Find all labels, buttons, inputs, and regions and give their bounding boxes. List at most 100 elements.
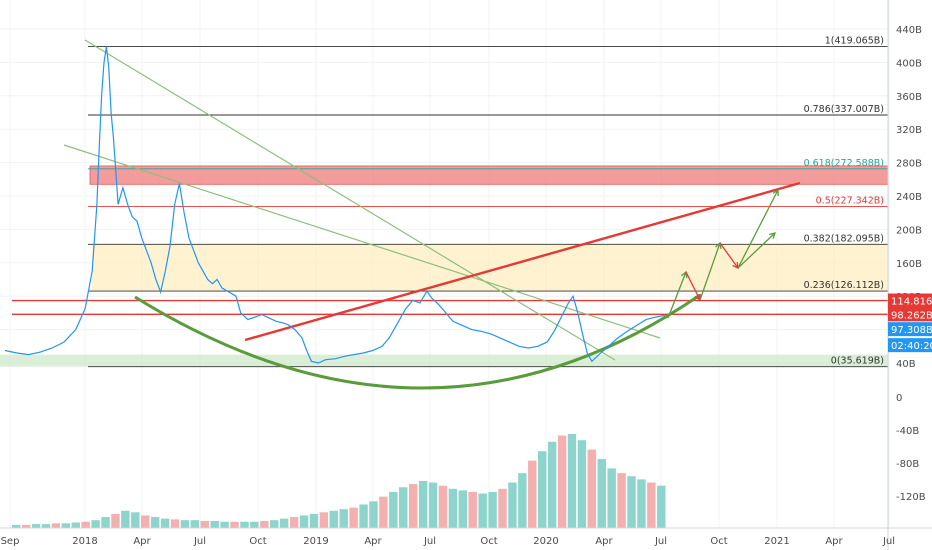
- volume-bar: [240, 521, 249, 528]
- price-tick-label: 160B: [896, 259, 922, 270]
- volume-bar: [577, 440, 587, 528]
- x-tick-label: 2020: [533, 536, 558, 547]
- volume-bar: [299, 515, 309, 528]
- fib-label-4: 0.382(182.095B): [804, 233, 884, 244]
- fib-label-6: 0(35.619B): [831, 356, 884, 367]
- volume-bar: [468, 491, 477, 528]
- projection-arrow-5: [737, 232, 776, 269]
- trendline-descending-2: [63, 144, 661, 339]
- volume-tick-label: -80B: [896, 459, 919, 470]
- volume-bar: [528, 460, 537, 528]
- projection-arrow-1: [685, 271, 701, 301]
- volume-bar: [438, 485, 448, 528]
- x-tick-label: Jul: [423, 536, 436, 547]
- projection-arrow-4: [737, 189, 779, 269]
- volume-bar: [220, 521, 229, 528]
- volume-bar: [587, 449, 597, 528]
- volume-bar: [81, 521, 90, 528]
- projection-arrowhead-4: [772, 188, 779, 197]
- volume-bar: [150, 517, 160, 528]
- volume-tick-label: -120B: [896, 492, 926, 503]
- volume-bar: [141, 515, 150, 528]
- projection-arrow-0: [667, 271, 687, 319]
- volume-bar: [91, 520, 100, 528]
- x-tick-label: Jul: [654, 536, 667, 547]
- price-layer: [4, 46, 666, 364]
- volume-bar: [289, 517, 299, 528]
- x-tick-label: Oct: [710, 536, 727, 547]
- projection-arrowhead-5: [769, 232, 776, 239]
- current-price-tag: 97.308B: [891, 325, 932, 336]
- trendline-rising-red: [244, 181, 801, 342]
- countdown-tag-bg: [888, 338, 932, 353]
- price-tick-label: 280B: [896, 159, 922, 170]
- volume-bar: [389, 491, 398, 528]
- volume-bar: [61, 523, 71, 528]
- volume-bar: [657, 485, 666, 528]
- volume-bar: [309, 513, 319, 528]
- price-tick-label: 440B: [896, 25, 922, 36]
- volume-bar: [41, 524, 51, 528]
- volume-bar: [131, 512, 140, 528]
- price-tick-label: 400B: [896, 58, 922, 69]
- x-tick-label: Jul: [193, 536, 206, 547]
- volume-bar: [627, 476, 636, 528]
- volume-bar: [359, 504, 368, 528]
- volume-bar: [557, 435, 567, 528]
- volume-bar: [488, 491, 497, 528]
- fib-label-2: 0.618(272.588B): [804, 158, 884, 169]
- volume-bar: [597, 459, 606, 528]
- x-tick-label: Oct: [480, 536, 497, 547]
- price-tick-label: 320B: [896, 125, 922, 136]
- x-tick-label: Sep: [1, 536, 20, 547]
- fib-label-0: 1(419.065B): [825, 35, 884, 46]
- volume-bar: [160, 518, 170, 528]
- volume-bar: [12, 524, 21, 528]
- volume-bar: [408, 484, 418, 528]
- volume-bar: [21, 524, 31, 528]
- volume-bar: [170, 519, 180, 528]
- volume-bar: [210, 520, 219, 528]
- hline-tag-1-bg: [888, 307, 932, 322]
- volume-bar: [270, 520, 279, 528]
- rounding-bottom-curve: [134, 293, 701, 390]
- price-tick-label: 40B: [896, 359, 916, 370]
- trendline-descending-1: [84, 39, 616, 361]
- price-line: [4, 46, 666, 364]
- volume-bar: [339, 509, 348, 528]
- volume-bar: [617, 473, 626, 528]
- zone-support: [0, 354, 888, 367]
- volume-bar: [637, 479, 646, 528]
- volume-bar: [399, 487, 408, 528]
- x-tick-label: Oct: [249, 536, 266, 547]
- volume-bar: [518, 473, 527, 528]
- volume-bar: [329, 510, 338, 528]
- tag-layer: 114.816B 98.262B 97.308B 02:40:20: [888, 293, 932, 353]
- volume-bar: [190, 520, 200, 528]
- volume-bar: [508, 482, 517, 528]
- volume-bar: [319, 512, 329, 528]
- volume-bar: [250, 521, 259, 528]
- volume-bar: [547, 441, 557, 528]
- volume-bar: [607, 468, 616, 528]
- x-tick-label: Jul: [882, 536, 895, 547]
- trend-layer: [63, 39, 801, 390]
- hline-tag-0-bg: [888, 293, 932, 308]
- volume-bar: [428, 482, 438, 528]
- projection-arrow-3: [719, 242, 739, 269]
- volume-bar: [200, 520, 209, 528]
- x-tick-label: 2018: [72, 536, 97, 547]
- current-price-tag-bg: [888, 322, 932, 337]
- volume-bar: [478, 493, 487, 528]
- price-tick-label: 200B: [896, 225, 922, 236]
- volume-tick-label: -40B: [896, 426, 919, 437]
- x-tick-label: Apr: [825, 536, 843, 547]
- volume-bar: [418, 480, 428, 528]
- price-tick-label: 240B: [896, 192, 922, 203]
- fib-label-1: 0.786(337.007B): [804, 104, 884, 115]
- volume-bar: [537, 451, 547, 528]
- countdown-tag: 02:40:20: [891, 341, 932, 352]
- price-tick-label: 360B: [896, 92, 922, 103]
